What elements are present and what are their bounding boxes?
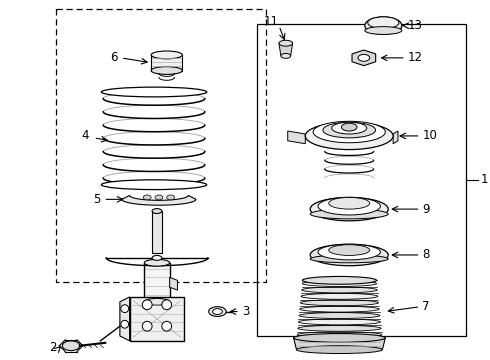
Ellipse shape (310, 197, 388, 221)
Ellipse shape (297, 332, 382, 338)
Ellipse shape (300, 306, 379, 312)
Ellipse shape (101, 180, 207, 190)
Ellipse shape (305, 122, 393, 149)
Polygon shape (279, 43, 293, 56)
Ellipse shape (299, 312, 380, 319)
Ellipse shape (151, 67, 182, 75)
Ellipse shape (323, 122, 375, 138)
Text: 3: 3 (242, 305, 249, 318)
Text: 6: 6 (110, 51, 118, 64)
Ellipse shape (62, 341, 80, 351)
Polygon shape (122, 195, 196, 205)
Polygon shape (170, 278, 177, 290)
Ellipse shape (302, 287, 377, 293)
Polygon shape (120, 297, 130, 341)
Ellipse shape (298, 319, 380, 325)
Text: 10: 10 (422, 129, 437, 143)
Text: 1: 1 (481, 173, 489, 186)
Ellipse shape (144, 298, 170, 305)
Text: 5: 5 (93, 193, 100, 206)
Text: 11: 11 (264, 15, 279, 28)
Ellipse shape (281, 53, 291, 58)
Ellipse shape (318, 244, 380, 260)
Ellipse shape (302, 276, 376, 284)
Circle shape (142, 300, 152, 310)
Ellipse shape (358, 54, 369, 61)
Text: 8: 8 (422, 248, 430, 261)
Circle shape (121, 305, 129, 312)
Ellipse shape (310, 244, 388, 266)
Text: 13: 13 (408, 19, 423, 32)
Ellipse shape (209, 307, 226, 316)
Circle shape (121, 320, 129, 328)
Ellipse shape (318, 197, 380, 215)
Ellipse shape (213, 309, 222, 315)
Ellipse shape (298, 325, 381, 331)
Ellipse shape (294, 333, 385, 342)
Ellipse shape (301, 293, 378, 299)
Circle shape (142, 321, 152, 331)
Polygon shape (130, 297, 184, 341)
Polygon shape (294, 338, 385, 350)
Circle shape (162, 321, 172, 331)
Text: 4: 4 (81, 129, 89, 143)
Polygon shape (151, 55, 182, 71)
Polygon shape (152, 211, 162, 253)
Ellipse shape (296, 346, 382, 354)
Ellipse shape (332, 122, 367, 134)
Ellipse shape (342, 123, 357, 131)
Text: 2: 2 (49, 341, 56, 354)
Ellipse shape (152, 256, 162, 260)
Ellipse shape (365, 17, 402, 35)
Ellipse shape (329, 245, 369, 256)
Ellipse shape (368, 17, 399, 28)
Ellipse shape (279, 40, 293, 46)
Polygon shape (352, 50, 376, 66)
Ellipse shape (329, 197, 369, 209)
Circle shape (162, 300, 172, 310)
Ellipse shape (143, 195, 151, 200)
Text: 7: 7 (422, 300, 430, 313)
Polygon shape (393, 131, 398, 144)
Text: 9: 9 (422, 203, 430, 216)
Ellipse shape (365, 27, 402, 35)
Ellipse shape (151, 51, 182, 59)
Ellipse shape (144, 259, 170, 266)
Ellipse shape (310, 209, 388, 219)
Polygon shape (144, 263, 170, 302)
Polygon shape (288, 131, 305, 144)
Ellipse shape (302, 280, 376, 287)
Text: 12: 12 (408, 51, 423, 64)
Ellipse shape (313, 121, 385, 143)
Ellipse shape (300, 300, 378, 306)
Ellipse shape (101, 87, 207, 97)
Ellipse shape (152, 208, 162, 213)
Ellipse shape (167, 195, 174, 200)
Ellipse shape (155, 195, 163, 200)
Ellipse shape (310, 255, 388, 263)
